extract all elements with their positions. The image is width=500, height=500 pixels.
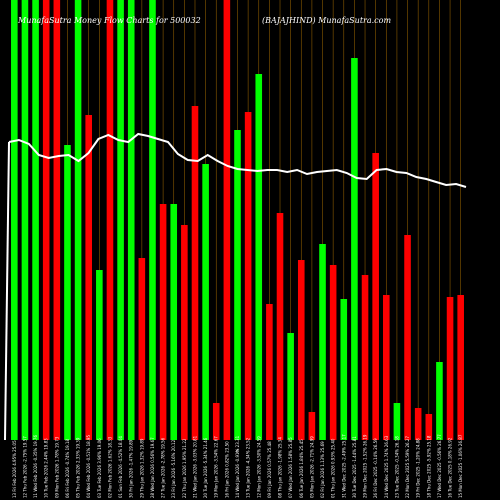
chart-subtitle: (BAJAJHIND) MunafaSutra.com <box>262 16 391 25</box>
bar-green <box>255 74 263 440</box>
bar-green <box>117 0 124 440</box>
x-tick-label: 19 Mon Jan 2026 -3.54% 22.67 <box>214 436 219 498</box>
bar-green <box>202 164 209 440</box>
x-tick-label: 07 Wed Jan 2026 1.58% 25.85 <box>288 437 293 498</box>
bar-red <box>244 112 252 440</box>
x-tick-label: 19 Fri Dec 2025 -1.20% 24.88 <box>416 438 421 498</box>
bar-green <box>149 0 156 440</box>
bar-red <box>382 295 390 440</box>
x-tick-label: 29 Mon Dec 2025 -1.52% 26.19 <box>363 434 368 498</box>
x-tick-label: 30 Tue Dec 2025 -1.44% 25.81 <box>352 436 357 498</box>
x-tick-label: 09 Mon Feb 2026 1.78% 19.73 <box>54 436 59 498</box>
bar-red <box>297 260 305 440</box>
x-tick-label: 01 Sun Feb 2026 -4.52% 18.04 <box>118 436 123 498</box>
bar-red <box>106 0 114 440</box>
bar-green <box>351 58 358 440</box>
money-flow-start-segment <box>4 141 10 441</box>
x-tick-label: 24 Wed Dec 2025 1.74% 26.63 <box>384 435 389 498</box>
x-tick-label: 21 Wed Jan 2026 -3.03% 20.81 <box>192 435 197 498</box>
bar-red <box>42 0 50 440</box>
x-tick-label: 04 Wed Feb 2026 -0.51% 18.95 <box>86 435 91 498</box>
bar-red <box>308 412 316 440</box>
bar-red <box>266 304 273 440</box>
bar-green <box>340 299 348 440</box>
x-tick-label: 14 Wed Jan 2026 -0.91% 23.31 <box>235 435 240 498</box>
x-tick-label: 03 Tue Feb 2026 3.96% 19.06 <box>97 438 102 498</box>
bar-green <box>127 0 135 440</box>
x-tick-label: 13 Tue Jan 2026 -4.34% 23.52 <box>246 437 251 498</box>
x-tick-label: 23 Tue Dec 2025 -0.34% 26.18 <box>394 436 399 498</box>
bar-red <box>361 275 369 440</box>
x-tick-label: 06 Fri Feb 2026 -0.74% 19.18 <box>65 438 70 498</box>
x-tick-label: 28 Wed Jan 2026 0.56% 19.67 <box>150 437 155 498</box>
bar-red <box>372 153 379 440</box>
x-tick-label: 16 Fri Jan 2026 0.82% 23.50 <box>224 441 229 498</box>
bar-red <box>181 225 188 440</box>
bar-red <box>276 213 284 440</box>
x-tick-label: 05 Thu Feb 2026 2.33% 19.39 <box>76 437 81 498</box>
x-tick-label: 02 Mon Feb 2026 1.62% 18.33 <box>107 436 112 498</box>
bar-green <box>11 0 18 440</box>
zero-label: 0 <box>236 449 239 454</box>
bar-red <box>159 204 167 440</box>
x-tick-label: 31 Wed Dec 2025 -2.49% 25.17 <box>341 434 346 498</box>
bar-green <box>64 145 71 440</box>
x-tick-label: 05 Mon Jan 2026 -2.71% 24.99 <box>309 436 314 498</box>
bar-green <box>21 0 29 440</box>
x-tick-label: 12 Mon Jan 2026 -3.50% 24.59 <box>256 436 261 498</box>
bar-red <box>191 106 199 440</box>
x-tick-label: 22 Mon Dec 2025 5.59% 26.27 <box>405 436 410 498</box>
x-tick-label: 18 Thu Dec 2025 -5.92% 25.18 <box>426 435 431 498</box>
bar-green <box>170 204 178 440</box>
chart-title: MunafaSutra Money Flow Charts for 500032 <box>17 16 201 25</box>
x-tick-label: 06 Tue Jan 2026 1.84% 25.45 <box>299 439 304 498</box>
x-tick-label: 23 Fri Jan 2026 -5.16% 20.12 <box>171 439 176 498</box>
x-tick-label: 12 Thu Feb 2026 -2.75% 19.57 <box>22 436 27 498</box>
x-tick-label: 17 Wed Dec 2025 -0.56% 26.77 <box>437 434 442 498</box>
bar-green <box>393 403 401 440</box>
x-tick-label: 09 Fri Jan 2026 0.57% 25.48 <box>267 441 272 498</box>
x-tick-label: 10 Tue Feb 2026 2.44% 19.83 <box>44 438 49 498</box>
bars <box>11 0 464 440</box>
x-tick-label: 20 Tue Jan 2026 -5.34% 21.46 <box>203 437 208 498</box>
bar-green <box>287 333 294 440</box>
bar-red <box>212 403 220 440</box>
bar-red <box>138 258 146 440</box>
x-tick-label: 27 Tue Jan 2026 -2.78% 19.56 <box>161 437 166 498</box>
x-tick-label: 11 Wed Feb 2026 -0.35% 19.76 <box>33 435 38 498</box>
money-flow-line <box>4 132 467 441</box>
x-tick-label: 02 Fri Jan 2026 1.13% 25.69 <box>320 441 325 498</box>
x-tick-label: 13 Fri Feb 2026 4.95% 25.05 <box>12 440 17 498</box>
bar-green <box>32 0 39 440</box>
bar-green <box>319 244 326 440</box>
money-flow-polyline <box>8 132 467 188</box>
bar-green <box>74 0 82 440</box>
bar-red <box>223 0 231 440</box>
bar-green <box>436 362 443 440</box>
bar-green <box>234 130 241 440</box>
x-tick-label: 08 Thu Jan 2026 -1.98% 25.34 <box>278 437 283 498</box>
x-tick-label: 15 Mon Dec 2025 -1.06% 26.87 <box>458 434 463 498</box>
x-tick-label: 29 Thu Jan 2026 1.32% 19.89 <box>139 438 144 498</box>
bar-red <box>446 297 454 440</box>
bar-red <box>425 414 433 440</box>
bar-red <box>457 295 464 440</box>
x-tick-label: 01 Thu Jan 2026 0.93% 25.40 <box>331 438 336 498</box>
bar-red <box>404 235 411 440</box>
bar-green <box>96 270 103 440</box>
bar-red <box>53 0 61 440</box>
x-tick-labels: 13 Fri Feb 2026 4.95% 25.05 12 Thu Feb 20… <box>12 434 463 498</box>
x-tick-label: 30 Fri Jan 2026 -1.47% 19.89 <box>129 439 134 498</box>
x-tick-label: 16 Tue Dec 2025 0.18% 26.92 <box>448 437 453 498</box>
bar-red <box>85 115 93 440</box>
bar-red <box>414 408 422 440</box>
bar-red <box>329 265 337 440</box>
x-tick-label: 22 Thu Jan 2026 1.95% 21.22 <box>182 438 187 498</box>
x-tick-label: 26 Fri Dec 2025 -0.14% 26.59 <box>373 438 378 498</box>
